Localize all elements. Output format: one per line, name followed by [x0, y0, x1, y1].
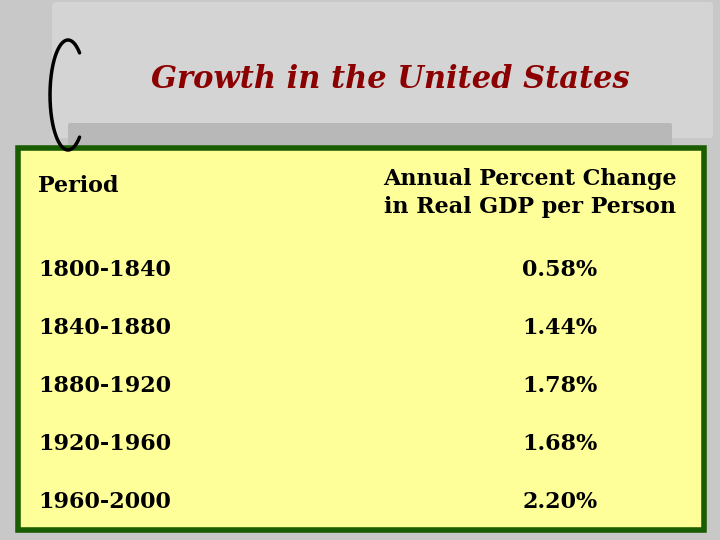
FancyBboxPatch shape [52, 2, 713, 138]
Text: 1.44%: 1.44% [523, 317, 598, 339]
FancyBboxPatch shape [18, 148, 704, 530]
Text: in Real GDP per Person: in Real GDP per Person [384, 196, 676, 218]
Text: 1920-1960: 1920-1960 [38, 433, 171, 455]
Text: 1.68%: 1.68% [523, 433, 598, 455]
Text: Growth in the United States: Growth in the United States [150, 64, 629, 96]
Text: Annual Percent Change: Annual Percent Change [383, 168, 677, 190]
Text: Period: Period [38, 175, 119, 197]
Text: 1840-1880: 1840-1880 [38, 317, 171, 339]
Text: 1800-1840: 1800-1840 [38, 259, 171, 281]
Text: 1880-1920: 1880-1920 [38, 375, 171, 397]
Text: 0.58%: 0.58% [523, 259, 598, 281]
Text: 1.78%: 1.78% [523, 375, 598, 397]
FancyBboxPatch shape [68, 123, 672, 145]
Text: 2.20%: 2.20% [523, 491, 598, 513]
FancyBboxPatch shape [52, 2, 113, 138]
Text: 1960-2000: 1960-2000 [38, 491, 171, 513]
